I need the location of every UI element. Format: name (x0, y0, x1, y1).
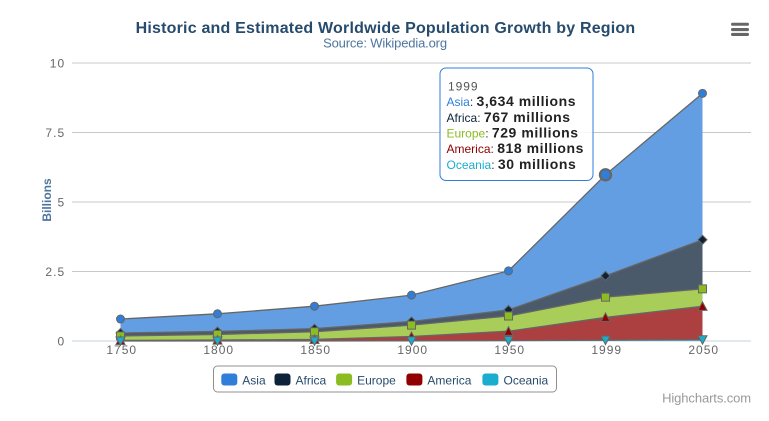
svg-text:1800: 1800 (203, 343, 234, 357)
svg-text:Africa: 767 millions: Africa: 767 millions (447, 109, 571, 125)
svg-text:1900: 1900 (397, 343, 428, 357)
svg-text:2.5: 2.5 (45, 265, 65, 279)
svg-text:America: America (427, 374, 471, 388)
svg-text:America: 818 millions: America: 818 millions (447, 140, 584, 156)
svg-text:Africa: Africa (296, 374, 327, 388)
svg-text:10: 10 (50, 57, 66, 71)
svg-text:1750: 1750 (106, 343, 137, 357)
svg-text:Historic and Estimated Worldwi: Historic and Estimated Worldwide Populat… (136, 20, 636, 37)
svg-text:5: 5 (58, 196, 66, 210)
svg-text:Source: Wikipedia.org: Source: Wikipedia.org (323, 35, 447, 50)
svg-text:1850: 1850 (300, 343, 331, 357)
svg-text:Oceania: Oceania (504, 374, 549, 388)
svg-text:2050: 2050 (688, 343, 719, 357)
svg-text:Europe: Europe (357, 374, 396, 388)
svg-text:0: 0 (58, 335, 66, 349)
svg-text:Europe: 729 millions: Europe: 729 millions (447, 125, 579, 141)
svg-text:7.5: 7.5 (45, 126, 65, 140)
svg-text:1950: 1950 (494, 343, 525, 357)
svg-text:Asia: Asia (242, 374, 266, 388)
svg-text:Oceania: 30 millions: Oceania: 30 millions (447, 156, 577, 172)
svg-text:Billions: Billions (40, 178, 54, 222)
svg-text:Asia: 3,634 millions: Asia: 3,634 millions (447, 93, 577, 109)
svg-text:Highcharts.com: Highcharts.com (662, 391, 751, 406)
svg-text:1999: 1999 (591, 343, 622, 357)
svg-text:1999: 1999 (448, 79, 479, 93)
